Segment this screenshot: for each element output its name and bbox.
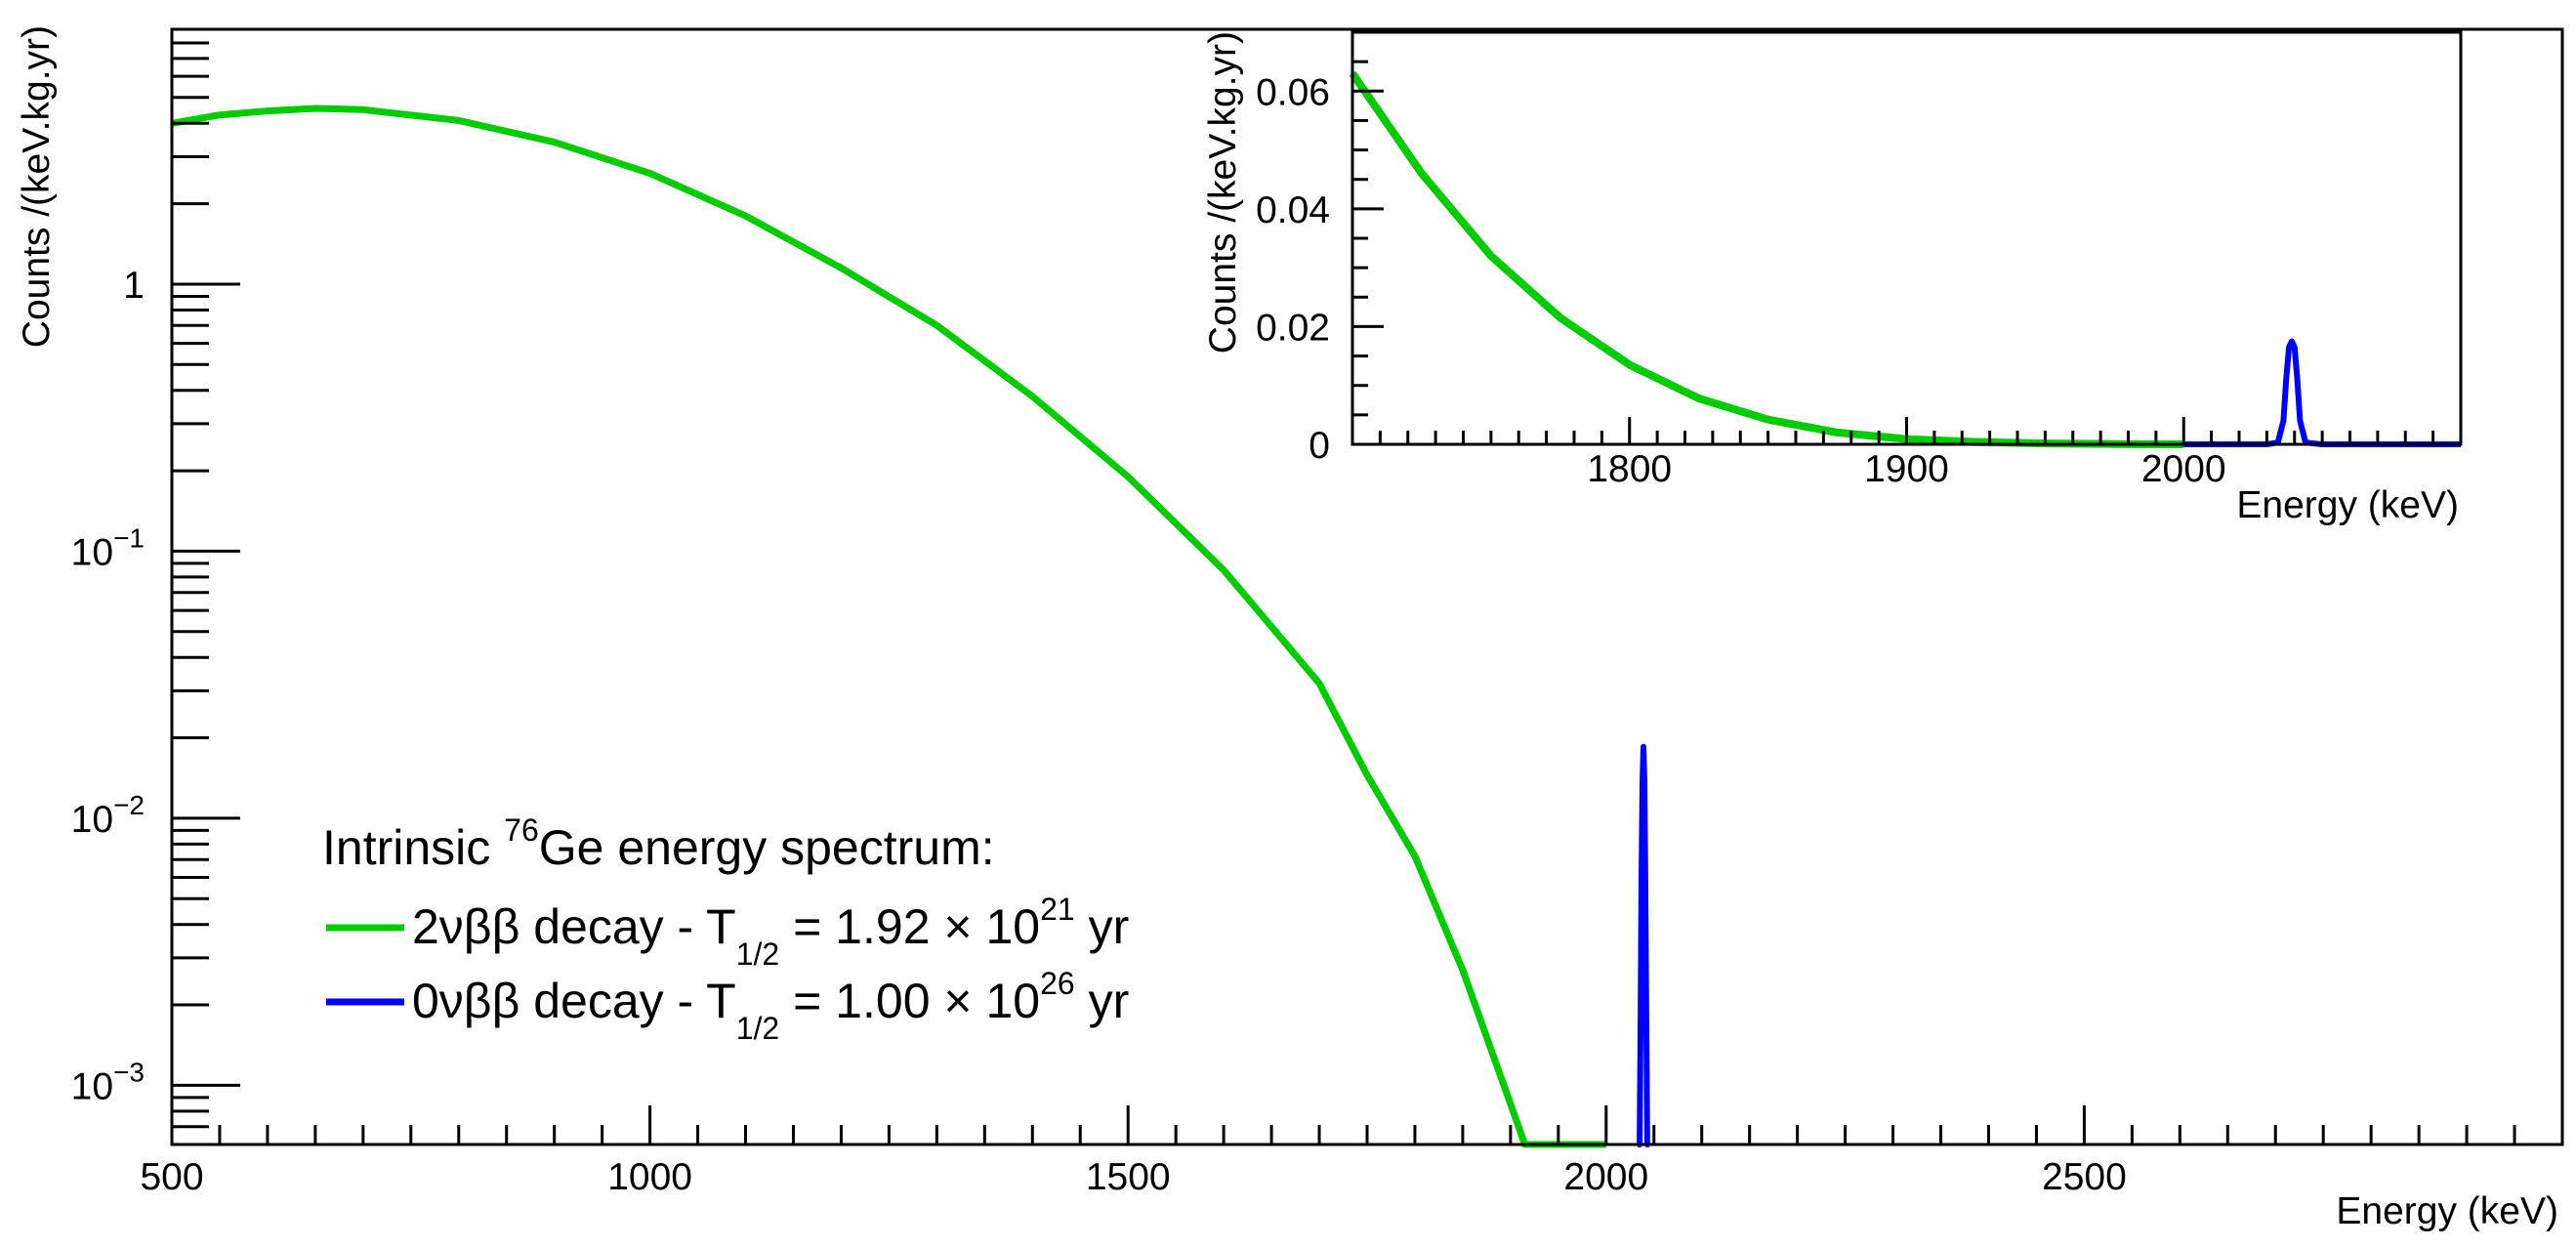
main-y-tick-label: 1 [123, 265, 145, 307]
inset-x-axis-label: Energy (keV) [2236, 484, 2459, 526]
inset-plot: 00.020.040.06 1800 1900 2000 Energy (keV) … [1202, 30, 2463, 526]
main-x-tick-label: 1500 [1086, 1156, 1171, 1198]
legend: Intrinsic 76Ge energy spectrum: 2νββ dec… [322, 812, 1129, 1046]
main-x-tick-label: 1000 [607, 1156, 692, 1198]
main-x-tick-label: 2000 [1563, 1156, 1648, 1198]
inset-y-tick-label: 0.02 [1256, 307, 1330, 349]
inset-y-axis-label: Counts /(keV.kg.yr) [1202, 31, 1244, 354]
main-y-tick-label: 10−1 [71, 522, 145, 573]
main-y-tick-label: 10−2 [71, 790, 145, 841]
inset-y-tick-label: 0 [1309, 425, 1330, 467]
legend-entry-zero-nu: 0νββ decay - T1/2 = 1.00 × 1026 yr [412, 966, 1129, 1046]
inset-x-tick-label: 1900 [1864, 448, 1949, 490]
inset-x-tick-label: 2000 [2141, 448, 2226, 490]
legend-entry-two-nu: 2νββ decay - T1/2 = 1.92 × 1021 yr [412, 892, 1129, 972]
inset-background [1352, 32, 2461, 444]
main-y-ticks: 10−3 10−2 10−1 1 [71, 27, 240, 1146]
inset-y-tick-label: 0.06 [1256, 71, 1330, 113]
main-x-tick-label: 500 [140, 1156, 203, 1198]
main-x-tick-label: 2500 [2042, 1156, 2127, 1198]
main-series-zero-nu-peak [1637, 743, 1650, 1147]
main-y-tick-label: 10−3 [71, 1057, 145, 1107]
inset-x-tick-label: 1800 [1587, 448, 1672, 490]
legend-heading: Intrinsic 76Ge energy spectrum: [322, 812, 995, 875]
main-x-axis-label: Energy (keV) [2336, 1190, 2558, 1232]
inset-series-zero-nu-peak [2183, 338, 2461, 447]
main-x-ticks: 500 1000 1500 2000 2500 [140, 1105, 2516, 1198]
main-curves [171, 104, 1650, 1148]
inset-y-ticks: 0 0.02 0.04 0.06 [1256, 30, 1384, 467]
inset-x-ticks: 1800 1900 2000 [1378, 417, 2435, 490]
main-series-two-nu-line [171, 104, 1606, 1148]
main-plot: 10−3 10−2 10−1 1 500 1000 1500 2000 2500 Energy… [16, 25, 2564, 1232]
main-y-axis-label: Counts /(keV.kg.yr) [16, 25, 58, 348]
inset-y-tick-label: 0.04 [1256, 189, 1330, 231]
